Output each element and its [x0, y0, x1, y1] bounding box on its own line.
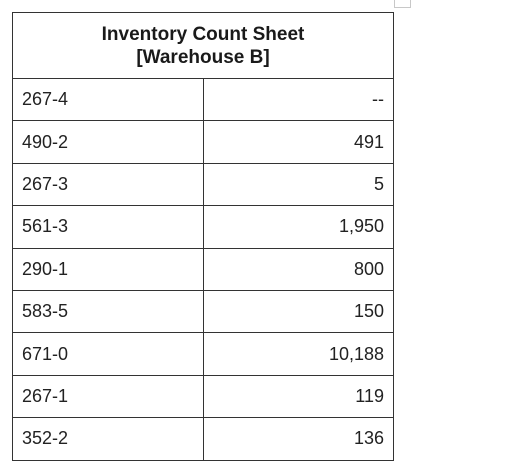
sheet-title-line1: Inventory Count Sheet: [101, 23, 305, 45]
table-row: 267-3 5: [12, 162, 394, 207]
quantity-cell: 136: [202, 417, 394, 461]
quantity-cell: 10,188: [202, 332, 394, 376]
sheet-title-line2: [Warehouse B]: [136, 46, 270, 68]
item-id-cell: 290-1: [12, 247, 204, 291]
table-row: 267-4 --: [12, 77, 394, 122]
quantity-cell: 491: [202, 120, 394, 164]
quantity-cell: 150: [202, 289, 394, 334]
table-row: 671-0 10,188: [12, 332, 394, 376]
item-id-cell: 352-2: [12, 417, 204, 461]
quantity-cell: 800: [202, 247, 394, 291]
quantity-cell: 5: [202, 162, 394, 207]
item-id-cell: 267-3: [12, 162, 204, 207]
item-id-cell: 267-4: [12, 77, 204, 122]
inventory-table: Inventory Count Sheet [Warehouse B] 267-…: [12, 12, 394, 461]
table-row: 561-3 1,950: [12, 205, 394, 249]
item-id-cell: 671-0: [12, 332, 204, 376]
quantity-cell: 1,950: [202, 205, 394, 249]
corner-checkbox[interactable]: [394, 0, 411, 8]
item-id-cell: 267-1: [12, 374, 204, 419]
table-row: 290-1 800: [12, 247, 394, 291]
item-id-cell: 490-2: [12, 120, 204, 164]
quantity-cell: --: [202, 77, 394, 122]
table-row: 267-1 119: [12, 374, 394, 419]
item-id-cell: 583-5: [12, 289, 204, 334]
item-id-cell: 561-3: [12, 205, 204, 249]
table-row: 583-5 150: [12, 289, 394, 334]
table-row: 352-2 136: [12, 417, 394, 461]
sheet-title: Inventory Count Sheet [Warehouse B]: [12, 12, 394, 79]
table-row: 490-2 491: [12, 120, 394, 164]
quantity-cell: 119: [202, 374, 394, 419]
table-header-row: Inventory Count Sheet [Warehouse B]: [12, 12, 394, 79]
